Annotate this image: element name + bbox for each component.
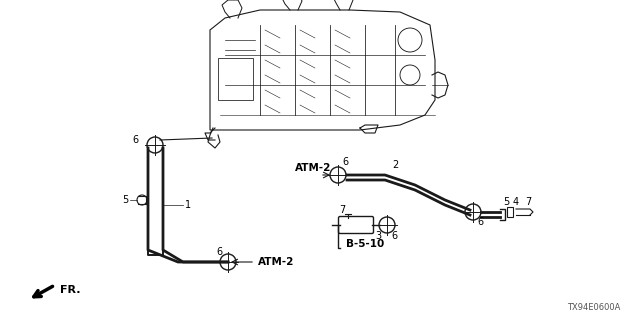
Text: 5: 5 (122, 195, 128, 205)
Text: 6: 6 (391, 231, 397, 241)
Text: TX94E0600A: TX94E0600A (566, 303, 620, 312)
Text: FR.: FR. (60, 285, 81, 295)
Text: 6: 6 (132, 135, 138, 145)
Text: 7: 7 (339, 205, 345, 215)
Text: ATM-2: ATM-2 (258, 257, 294, 267)
Text: 6: 6 (342, 157, 348, 167)
Text: 3: 3 (375, 231, 381, 241)
Text: ATM-2: ATM-2 (295, 163, 332, 173)
Text: 6: 6 (477, 217, 483, 227)
Text: 4: 4 (513, 197, 519, 207)
Text: 6: 6 (216, 247, 222, 257)
Text: 1: 1 (185, 200, 191, 210)
Text: 5: 5 (503, 197, 509, 207)
Text: 2: 2 (392, 160, 398, 170)
Text: 7: 7 (525, 197, 531, 207)
Text: B-5-10: B-5-10 (346, 239, 384, 249)
